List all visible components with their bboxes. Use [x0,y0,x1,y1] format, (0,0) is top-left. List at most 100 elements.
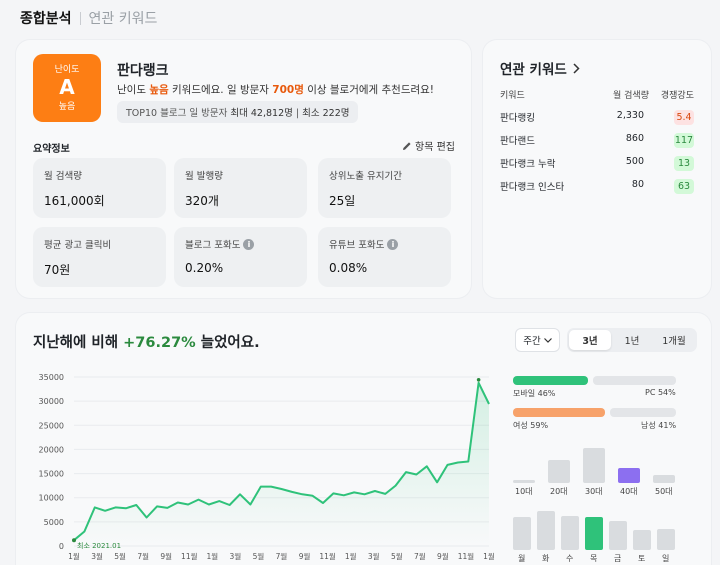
trend-card: 지난해에 비해 +76.27% 늘었어요. 주간 3년 1년 1개월 0 5000… [16,313,711,565]
y-tick-label: 10000 [39,494,64,503]
pc-bar [593,376,676,385]
weekday-bar [537,511,555,550]
x-tick-label: 5월 [391,551,403,561]
x-tick-label: 11월 [181,551,198,561]
x-tick-label: 11월 [458,551,475,561]
weekday-label: 목 [590,554,598,563]
x-tick-label: 1월 [483,551,495,561]
range-3y-button[interactable]: 3년 [569,330,611,350]
summary-card: 난이도 A 높음 판다랭크 난이도 높음 키워드에요. 일 방문자 700명 이… [16,40,471,298]
weekday-label: 화 [542,554,550,563]
mobile-label: 모바일 46% [513,389,556,398]
weekday-bar [513,517,531,550]
weekday-bar [585,517,603,550]
tab-divider [79,11,81,25]
edit-items-button[interactable]: 항목 편집 [402,138,455,153]
x-tick-label: 1월 [345,551,357,561]
age-label: 50대 [655,487,673,496]
x-tick-label: 9월 [437,551,449,561]
age-bar [548,460,570,483]
mobile-bar [513,376,588,385]
range-1y-button[interactable]: 1년 [624,336,640,347]
header-tabs: 종합분석 연관 키워드 [20,8,157,28]
weekday-bar [657,529,675,550]
related-row[interactable]: 판다랜드 860 117 [500,133,694,148]
male-label: 남성 41% [641,421,677,430]
x-tick-label: 3월 [91,551,103,561]
age-label: 40대 [620,487,638,496]
min-point-marker [72,538,76,543]
trend-title: 지난해에 비해 +76.27% 늘었어요. [33,335,260,351]
pencil-icon [403,141,411,150]
chevron-right-icon [573,62,580,74]
weekday-bar [561,516,579,550]
age-bar [618,468,640,483]
weekday-label: 금 [614,554,622,563]
info-icon[interactable]: i [387,238,399,250]
weekday-label: 월 [518,554,526,563]
stat-avg-ad-cpc: 평균 광고 클릭비 70원 [33,227,166,287]
y-tick-label: 15000 [39,470,64,479]
related-keywords-card: 연관 키워드 키워드 월 검색량 경쟁강도 판다랭킹 2,330 5.4 판다랜… [483,40,711,298]
competition-badge: 117 [674,133,694,148]
age-label: 10대 [515,487,533,496]
stat-top-exposure-duration: 상위노출 유지기간 25일 [318,158,451,218]
keyword-description: 난이도 높음 키워드에요. 일 방문자 700명 이상 블로거에게 추천드려요! [117,84,435,96]
weekday-bar [609,521,627,550]
min-point-label: 최소 2021.01 [77,541,121,550]
age-bar [653,475,675,483]
age-label: 30대 [585,487,603,496]
difficulty-badge: 난이도 A 높음 [33,54,101,122]
pc-label: PC 54% [645,388,676,397]
stat-monthly-posts: 월 발행량 320개 [174,158,307,218]
y-tick-label: 25000 [39,421,64,430]
max-point-marker [476,377,481,382]
range-toggle-group: 3년 1년 1개월 [567,328,697,352]
y-tick-label: 5000 [44,518,64,527]
tab-overview[interactable]: 종합분석 [20,11,72,27]
x-tick-label: 1월 [68,551,80,561]
age-bar [513,480,535,483]
stat-youtube-saturation: 유튜브 포화도 i 0.08% [318,227,451,287]
period-select[interactable]: 주간 [515,328,560,352]
stat-blog-saturation: 블로그 포화도 i 0.20% [174,227,307,287]
top10-visitors: TOP10 블로그 일 방문자 최대 42,812명 | 최소 222명 [117,101,359,123]
summary-section-title: 요약정보 [33,144,70,155]
related-row[interactable]: 판다랭크 누락 500 13 [500,156,694,172]
female-label: 여성 59% [513,421,549,430]
x-tick-label: 1월 [206,551,218,561]
y-tick-label: 30000 [39,397,64,406]
x-tick-label: 9월 [299,551,311,561]
weekday-label: 일 [662,554,670,563]
series-line [73,381,490,541]
x-tick-label: 11월 [319,551,336,561]
competition-badge: 5.4 [674,110,694,125]
related-row[interactable]: 판다랭킹 2,330 5.4 [500,110,694,126]
weekday-label: 수 [566,554,574,563]
info-icon[interactable]: i [243,238,255,250]
y-tick-label: 20000 [39,445,64,454]
competition-badge: 63 [674,179,694,194]
weekday-bar [633,530,651,550]
female-bar [513,408,605,417]
x-tick-label: 5월 [114,551,126,561]
tab-related-keywords[interactable]: 연관 키워드 [88,11,158,27]
x-tick-label: 7월 [276,551,288,561]
related-keywords-title[interactable]: 연관 키워드 [500,58,580,78]
range-1m-button[interactable]: 1개월 [662,336,686,347]
x-tick-label: 7월 [414,551,426,561]
related-row[interactable]: 판다랭크 인스타 80 63 [500,179,694,195]
difficulty-label: 난이도 [54,65,80,75]
male-bar [610,408,676,417]
y-tick-label: 0 [59,542,64,551]
difficulty-grade: A [59,75,75,99]
age-label: 20대 [550,487,568,496]
stat-monthly-search: 월 검색량 161,000회 [33,158,166,218]
search-volume-line-chart: 0 5000 10000 15000 20000 25000 30000 35000 1월 3월 5… [39,373,495,561]
keyword-name: 판다랭크 [117,63,169,79]
x-tick-label: 3월 [230,551,242,561]
weekday-label: 토 [638,554,646,563]
series-area [74,382,489,546]
x-tick-label: 9월 [160,551,172,561]
chevron-down-icon [543,337,552,343]
